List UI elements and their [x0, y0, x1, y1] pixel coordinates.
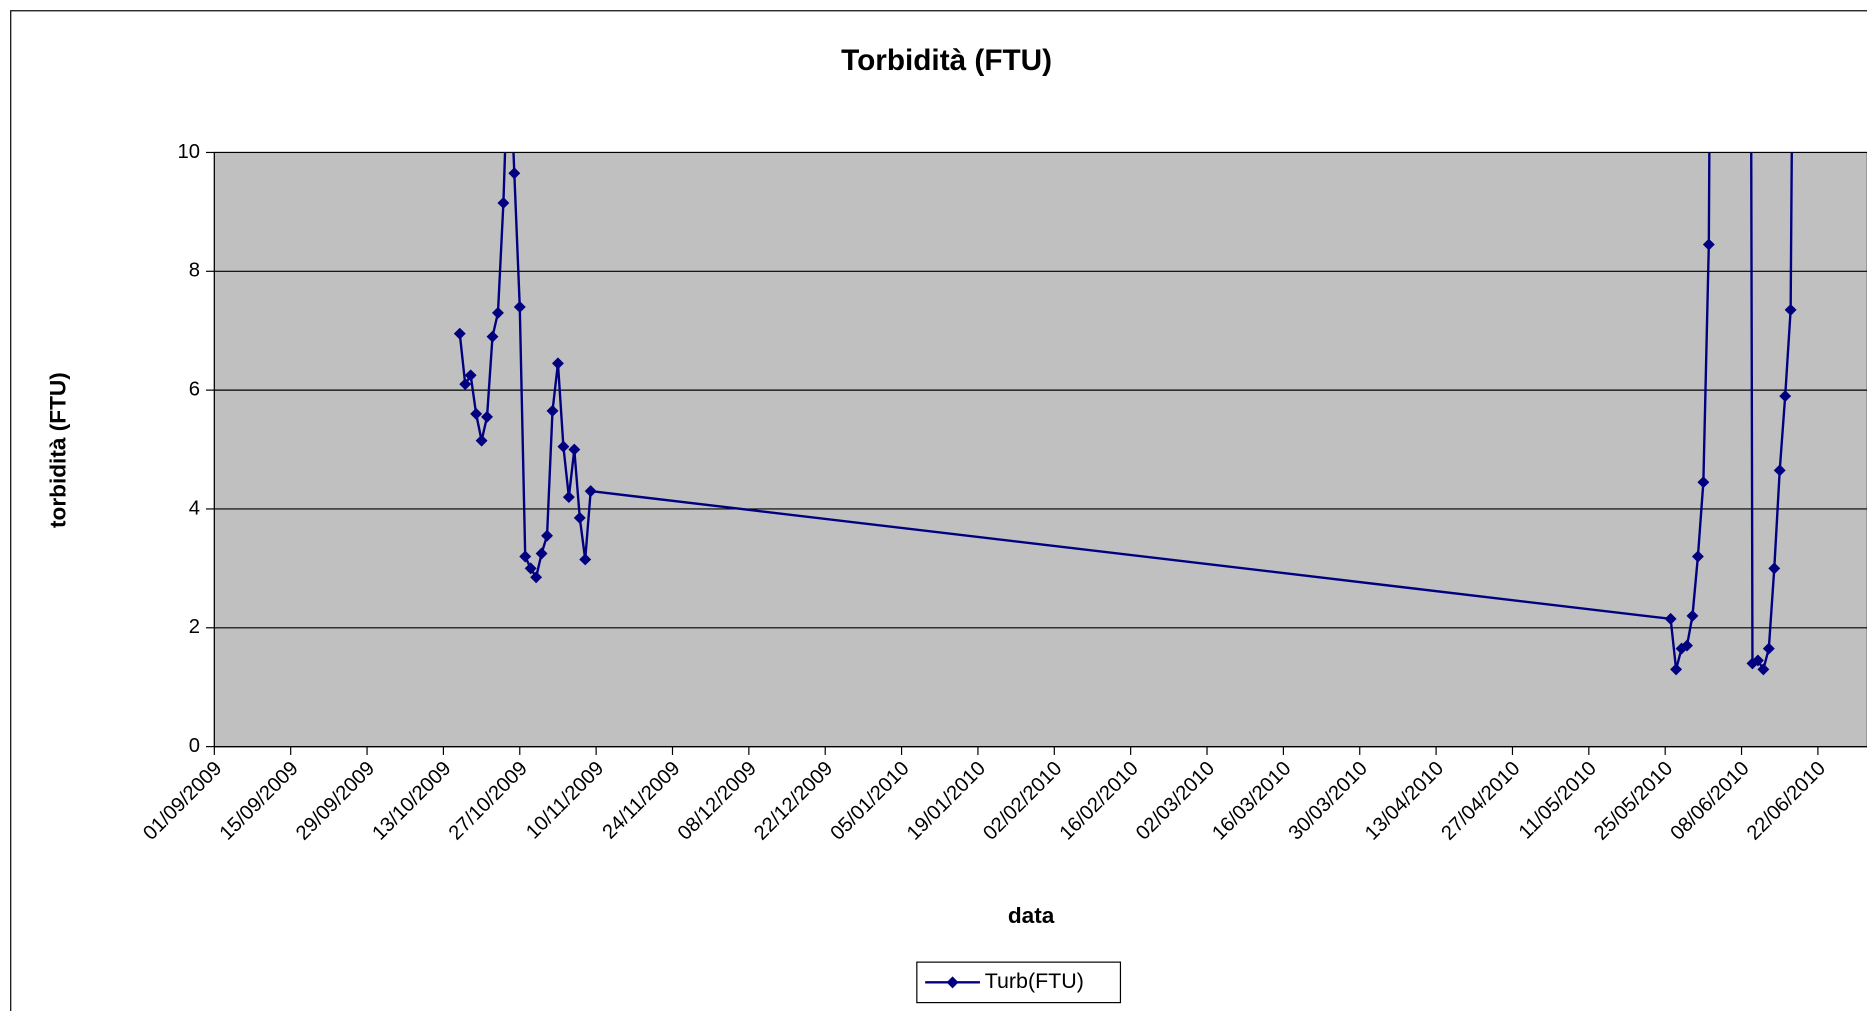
y-tick-label: 2 [189, 616, 200, 638]
legend-marker [946, 976, 959, 989]
y-tick-label: 8 [189, 260, 200, 282]
marker [464, 369, 477, 382]
legend: Turb(FTU) [916, 961, 1122, 1004]
marker [1702, 238, 1715, 251]
marker [584, 485, 597, 498]
marker [1686, 609, 1699, 622]
marker [513, 300, 526, 313]
marker [579, 553, 592, 566]
chart-title: Torbidità (FTU) [841, 44, 1052, 77]
marker [562, 491, 575, 504]
marker [1757, 663, 1770, 676]
marker [459, 378, 472, 391]
marker [573, 511, 586, 524]
marker [1681, 639, 1693, 652]
y-tick-label: 10 [178, 141, 201, 163]
marker [1784, 303, 1797, 316]
marker [1762, 642, 1775, 655]
marker [568, 443, 581, 456]
marker [530, 571, 543, 584]
marker [1664, 612, 1677, 625]
marker [486, 330, 499, 343]
marker [551, 357, 564, 370]
x-axis-label: data [1008, 903, 1055, 928]
marker [1670, 663, 1683, 676]
plot-area [213, 151, 1867, 748]
y-axis-label: torbidità (FTU) [46, 372, 71, 528]
marker [546, 404, 559, 417]
marker [535, 547, 548, 560]
marker [541, 529, 553, 542]
marker [557, 440, 570, 453]
y-tick-label: 6 [189, 378, 200, 400]
legend-label: Turb(FTU) [985, 969, 1084, 993]
marker [1751, 654, 1764, 667]
y-tick-label: 0 [189, 735, 200, 757]
y-tick-label: 4 [189, 497, 200, 519]
